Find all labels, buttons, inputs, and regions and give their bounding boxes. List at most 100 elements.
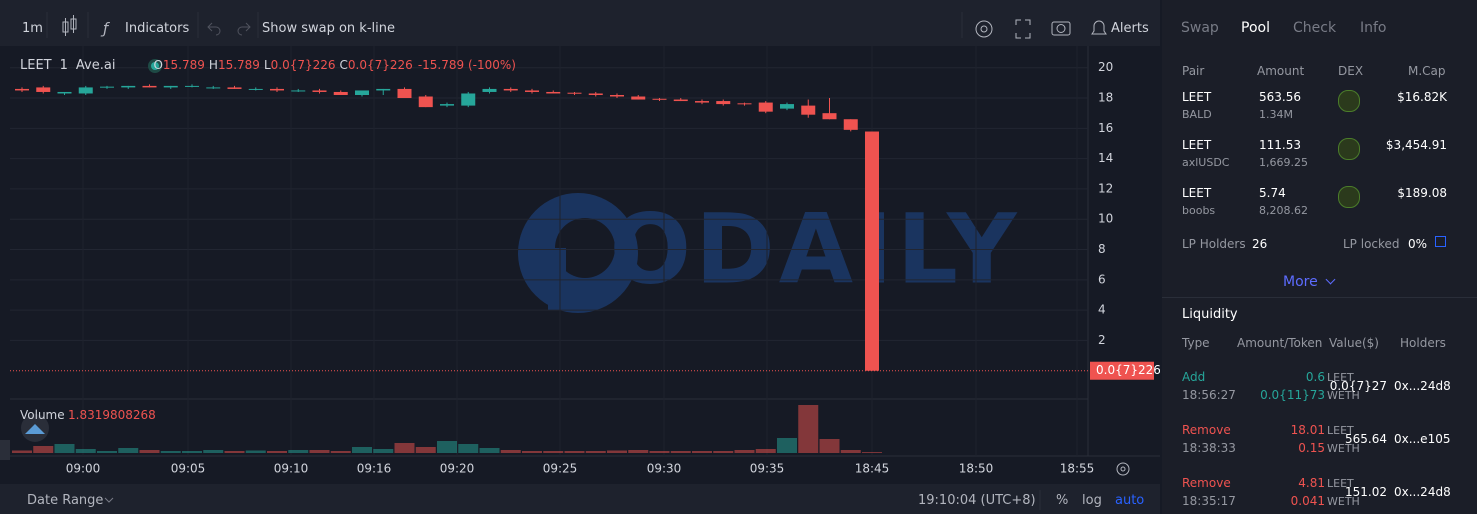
ohlc-value: 15.789 bbox=[162, 58, 205, 72]
legend-source: Ave.ai bbox=[75, 58, 116, 73]
axis-settings-icon[interactable] bbox=[1116, 462, 1130, 476]
watermark-logo bbox=[548, 248, 566, 310]
table-header: Value($) bbox=[1329, 336, 1379, 350]
swap-toggle[interactable]: Show swap on k-line bbox=[262, 21, 395, 36]
last-price-tag bbox=[1090, 361, 1154, 380]
volume-bar bbox=[649, 451, 670, 453]
ave-logo bbox=[25, 424, 45, 434]
dropdown-caret bbox=[104, 497, 114, 503]
candle-body bbox=[843, 119, 858, 130]
table-header: Amount/Token bbox=[1237, 336, 1323, 350]
tx-time: 18:38:33 bbox=[1182, 441, 1236, 455]
tx-holder[interactable]: 0x...24d8 bbox=[1394, 379, 1451, 393]
quote-amount: 1.34M bbox=[1259, 108, 1293, 121]
redo-icon[interactable] bbox=[237, 22, 251, 36]
ohlc-label: C bbox=[339, 58, 348, 72]
token1: LEET bbox=[1327, 424, 1354, 437]
panel-tab[interactable]: Info bbox=[1360, 20, 1387, 36]
pair-quote: axlUSDC bbox=[1182, 156, 1230, 169]
x-tick-label: 09:05 bbox=[171, 462, 206, 476]
lp-locked: 0% bbox=[1408, 237, 1428, 251]
panel-tab[interactable]: Check bbox=[1293, 20, 1337, 36]
divider bbox=[1162, 297, 1477, 298]
lp-locked-label: LP locked bbox=[1343, 237, 1400, 251]
candle-body bbox=[695, 101, 709, 103]
y-tick-label: 12 bbox=[1098, 181, 1113, 195]
log-toggle[interactable]: log bbox=[1082, 493, 1102, 508]
amount2: 0.041 bbox=[1290, 494, 1325, 508]
volume-bar bbox=[139, 450, 160, 453]
x-tick-label: 09:00 bbox=[66, 462, 101, 476]
token2: WETH bbox=[1327, 389, 1360, 402]
fx-icon[interactable]: ƒ bbox=[100, 20, 110, 38]
tx-value: 565.64 bbox=[1345, 432, 1387, 446]
x-tick-label: 09:25 bbox=[543, 462, 578, 476]
candle-body bbox=[716, 101, 731, 105]
pair-base: LEET bbox=[1182, 186, 1212, 200]
amount1: 0.6 bbox=[1305, 370, 1325, 384]
candle-body bbox=[291, 90, 306, 92]
settings-icon[interactable] bbox=[975, 20, 993, 38]
candle-body bbox=[355, 90, 369, 95]
volume-bar bbox=[330, 451, 351, 453]
alert-icon[interactable] bbox=[1091, 20, 1107, 35]
x-tick-label: 18:55 bbox=[1060, 462, 1095, 476]
ohlc-value: 0.0{7}226 bbox=[347, 58, 413, 72]
candle-type-icon[interactable] bbox=[62, 15, 77, 36]
volume-label: Volume bbox=[20, 408, 65, 422]
token2: WETH bbox=[1327, 495, 1360, 508]
token2: WETH bbox=[1327, 442, 1360, 455]
candle-body bbox=[673, 99, 688, 102]
date-range-button[interactable]: Date Range bbox=[27, 493, 104, 508]
legend-symbol: LEET bbox=[20, 58, 52, 73]
token1: LEET bbox=[1327, 477, 1354, 490]
volume-bar bbox=[585, 451, 606, 453]
volume-bar bbox=[12, 450, 32, 453]
ohlc-label: H bbox=[208, 58, 218, 72]
tx-holder[interactable]: 0x...24d8 bbox=[1394, 485, 1451, 499]
screenshot-icon[interactable] bbox=[1051, 21, 1071, 36]
legend: LEET 1 Ave.ai O 15.789 H 15.789 L 0.0{7}… bbox=[20, 58, 516, 73]
volume-bar bbox=[798, 405, 819, 453]
pair-quote: BALD bbox=[1182, 108, 1212, 121]
volume-bar bbox=[54, 444, 75, 453]
percent-toggle[interactable]: % bbox=[1056, 493, 1069, 508]
x-tick-label: 18:45 bbox=[855, 462, 890, 476]
panel-tab[interactable]: Swap bbox=[1181, 20, 1219, 36]
y-tick-label: 8 bbox=[1098, 242, 1106, 256]
candle-body bbox=[397, 88, 412, 99]
tx-time: 18:56:27 bbox=[1182, 388, 1236, 402]
ohlc-label: O bbox=[153, 58, 163, 72]
more-button[interactable]: More bbox=[1283, 274, 1318, 290]
volume-bar bbox=[670, 451, 691, 453]
legend-interval: 1 bbox=[59, 58, 68, 73]
candle-body bbox=[546, 91, 561, 94]
candle-body bbox=[163, 85, 178, 88]
interval-button[interactable]: 1m bbox=[22, 21, 43, 36]
tx-value: 0.0{7}27 bbox=[1329, 379, 1387, 393]
volume-bar bbox=[458, 444, 479, 453]
table-header: Holders bbox=[1400, 336, 1446, 350]
panel-tab[interactable]: Pool bbox=[1241, 20, 1270, 36]
tx-time: 18:35:17 bbox=[1182, 494, 1236, 508]
amount1: 4.81 bbox=[1298, 476, 1325, 490]
tx-holder[interactable]: 0x...e105 bbox=[1394, 432, 1451, 446]
candle-body bbox=[206, 87, 221, 89]
volume-bar bbox=[437, 441, 457, 453]
watermark-logo bbox=[555, 218, 615, 278]
tx-type: Add bbox=[1182, 370, 1206, 384]
alerts-button[interactable]: Alerts bbox=[1111, 21, 1149, 36]
external-link-icon bbox=[1435, 236, 1446, 247]
candle-body bbox=[78, 87, 93, 94]
auto-toggle[interactable]: auto bbox=[1115, 493, 1145, 508]
pair-quote: boobs bbox=[1182, 204, 1216, 217]
collapse-handle[interactable] bbox=[0, 440, 10, 460]
undo-icon[interactable] bbox=[207, 22, 221, 36]
fullscreen-icon[interactable] bbox=[1015, 19, 1031, 39]
indicators-button[interactable]: Indicators bbox=[125, 21, 190, 36]
y-tick-label: 6 bbox=[1098, 272, 1106, 286]
candle-body bbox=[15, 88, 29, 91]
volume-bar bbox=[479, 448, 500, 453]
toolbar-bg bbox=[0, 0, 1160, 46]
volume-bar bbox=[628, 450, 649, 453]
